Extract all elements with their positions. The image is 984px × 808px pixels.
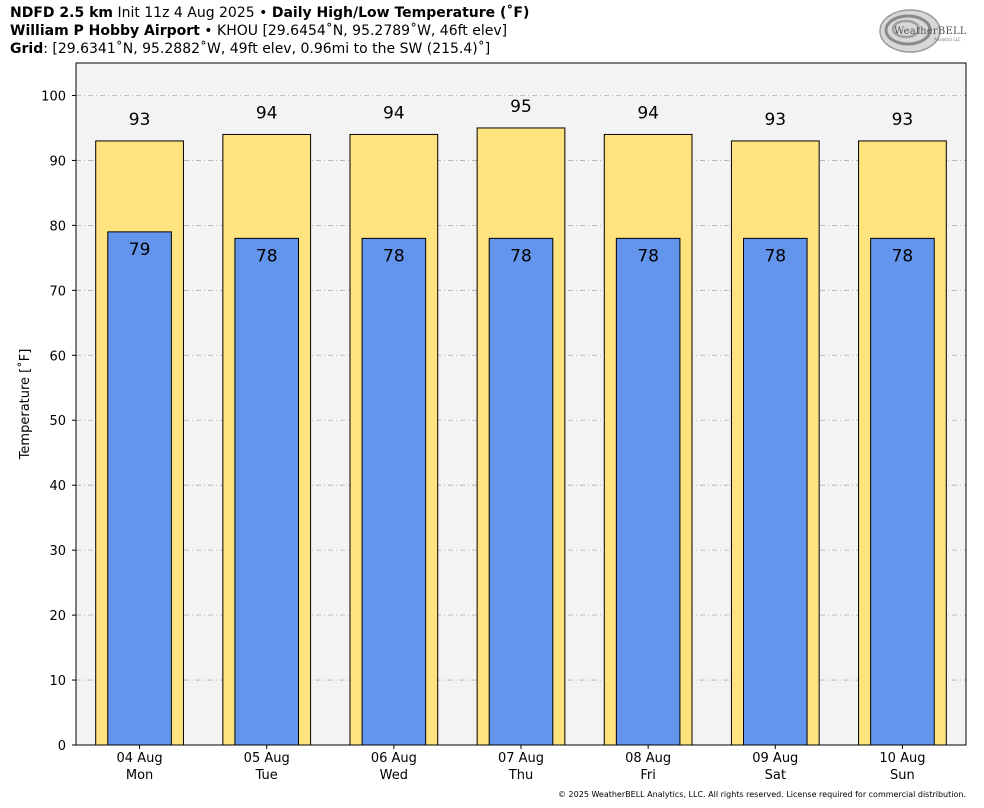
low-temp-bar [361,237,427,746]
y-axis-label: Temperature [˚F] [17,349,33,461]
y-tick-label: 50 [49,414,66,429]
high-temp-label: 95 [510,97,532,117]
x-tick-date-label: 04 Aug [117,751,163,766]
header-line-3: Grid: [29.6341˚N, 95.2882˚W, 49ft elev, … [10,40,529,58]
x-tick-date-label: 09 Aug [752,751,798,766]
x-tick-day-label: Thu [508,768,533,783]
model-name: NDFD 2.5 km [10,5,113,21]
separator: • [259,5,268,21]
y-tick-label: 60 [49,349,66,364]
product-name: Daily High/Low Temperature (˚F) [271,5,530,21]
y-tick-label: 10 [49,674,66,689]
low-temp-label: 78 [764,246,786,266]
high-temp-label: 93 [129,110,151,130]
logo-subtext: Analytics LLC [934,37,961,42]
high-temp-label: 94 [637,103,659,123]
x-tick-day-label: Tue [255,768,278,783]
chart-header: NDFD 2.5 km Init 11z 4 Aug 2025 • Daily … [10,4,529,58]
high-temp-label: 94 [383,103,405,123]
x-tick-day-label: Sat [765,768,786,783]
y-tick-label: 20 [49,609,66,624]
header-line-2: William P Hobby Airport • KHOU [29.6454˚… [10,22,529,40]
y-tick-label: 100 [41,89,66,104]
high-temp-label: 94 [256,103,278,123]
x-tick-date-label: 07 Aug [498,751,544,766]
x-tick-date-label: 08 Aug [625,751,671,766]
low-temp-bar [488,237,554,746]
low-temp-bar [743,237,808,746]
grid-details: : [29.6341˚N, 95.2882˚W, 49ft elev, 0.96… [43,41,491,57]
station-name: William P Hobby Airport [10,23,200,39]
logo-text: WeatherBELL [894,26,967,37]
low-temp-label: 79 [129,240,151,260]
init-time: Init 11z 4 Aug 2025 [117,5,255,21]
x-tick-date-label: 06 Aug [371,751,417,766]
y-tick-label: 0 [58,739,66,754]
separator: • [204,23,213,39]
x-tick-day-label: Wed [380,768,408,783]
grid-label: Grid [10,41,44,57]
weatherbell-logo: WeatherBELL Analytics LLC [878,6,970,56]
y-tick-label: 30 [49,544,66,559]
logo-swirl-icon [879,9,941,53]
high-temp-label: 93 [764,110,786,130]
y-tick-label: 40 [49,479,66,494]
x-tick-date-label: 10 Aug [879,751,925,766]
low-temp-label: 78 [637,246,659,266]
low-temp-bar [234,237,300,746]
low-temp-bar [870,237,935,746]
low-temp-label: 78 [256,246,278,266]
x-tick-day-label: Sun [890,768,915,783]
x-tick-date-label: 05 Aug [244,751,290,766]
low-temp-bar [615,237,681,746]
x-tick-day-label: Mon [126,768,153,783]
copyright-notice: © 2025 WeatherBELL Analytics, LLC. All r… [558,790,966,799]
station-details: KHOU [29.6454˚N, 95.2789˚W, 46ft elev] [217,23,508,39]
y-tick-label: 90 [49,154,66,169]
low-temp-bar [107,231,172,746]
y-tick-label: 70 [49,284,66,299]
header-line-1: NDFD 2.5 km Init 11z 4 Aug 2025 • Daily … [10,4,529,22]
low-temp-label: 78 [892,246,914,266]
x-tick-day-label: Fri [640,768,656,783]
plot-frame [75,62,967,746]
high-temp-label: 93 [892,110,914,130]
low-temp-label: 78 [510,246,532,266]
low-temp-label: 78 [383,246,405,266]
y-tick-label: 80 [49,219,66,234]
